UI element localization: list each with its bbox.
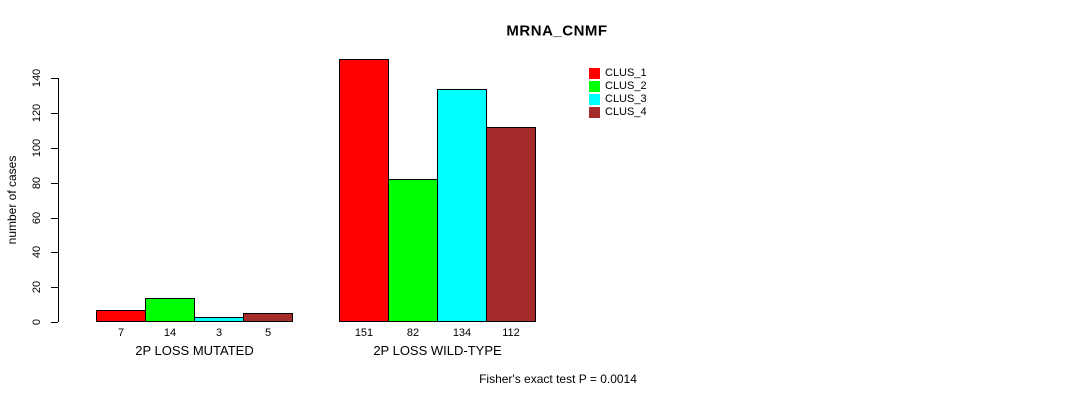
bar-value-label: 151 — [354, 327, 374, 339]
chart-title: MRNA_CNMF — [506, 22, 608, 40]
y-axis-tick — [51, 78, 58, 79]
y-axis-tick-label: 20 — [31, 280, 43, 294]
y-axis-tick — [51, 183, 58, 184]
y-axis-tick — [51, 252, 58, 253]
y-axis-tick-label: 100 — [31, 138, 43, 158]
bar-value-label: 14 — [163, 327, 177, 339]
legend-item-CLUS_1: CLUS_1 — [589, 67, 647, 80]
legend-label: CLUS_2 — [605, 80, 647, 92]
y-axis-tick-label: 80 — [31, 176, 43, 190]
bar-CLUS_3 — [437, 89, 487, 322]
category-label: 2P LOSS WILD-TYPE — [373, 343, 502, 358]
legend: CLUS_1 CLUS_2 CLUS_3 CLUS_4 — [589, 67, 647, 119]
y-axis-line — [58, 78, 59, 322]
y-axis-title: number of cases — [5, 155, 19, 245]
legend-swatch-icon — [589, 68, 600, 79]
fisher-test-annotation: Fisher's exact test P = 0.0014 — [479, 372, 637, 386]
y-axis-tick — [51, 322, 58, 323]
y-axis-tick-label: 140 — [31, 68, 43, 88]
bar-value-label: 112 — [502, 327, 520, 339]
bar-CLUS_1 — [339, 59, 389, 322]
legend-swatch-icon — [589, 94, 600, 105]
bar-CLUS_3 — [194, 317, 244, 322]
y-axis-tick-label: 40 — [31, 245, 43, 259]
y-axis-tick — [51, 287, 58, 288]
y-axis-tick — [51, 148, 58, 149]
y-axis-tick-label: 0 — [31, 318, 43, 326]
y-axis-tick — [51, 113, 58, 114]
y-axis-tick-label: 120 — [31, 103, 43, 123]
bar-value-label: 82 — [406, 327, 420, 339]
legend-label: CLUS_4 — [605, 106, 647, 118]
legend-label: CLUS_3 — [605, 93, 647, 105]
bar-CLUS_4 — [243, 313, 293, 322]
legend-swatch-icon — [589, 81, 600, 92]
legend-item-CLUS_3: CLUS_3 — [589, 93, 647, 106]
bar-value-label: 7 — [117, 327, 125, 339]
bar-value-label: 5 — [264, 327, 272, 339]
bar-CLUS_2 — [388, 179, 438, 322]
legend-item-CLUS_2: CLUS_2 — [589, 80, 647, 93]
category-label: 2P LOSS MUTATED — [135, 343, 254, 358]
legend-label: CLUS_1 — [605, 67, 647, 79]
y-axis-tick-label: 60 — [31, 211, 43, 225]
bar-CLUS_2 — [145, 298, 195, 322]
bar-CLUS_1 — [96, 310, 146, 322]
legend-item-CLUS_4: CLUS_4 — [589, 106, 647, 119]
bar-value-label: 3 — [215, 327, 223, 339]
bar-CLUS_4 — [486, 127, 536, 322]
bar-value-label: 134 — [452, 327, 472, 339]
legend-swatch-icon — [589, 107, 600, 118]
y-axis-tick — [51, 218, 58, 219]
